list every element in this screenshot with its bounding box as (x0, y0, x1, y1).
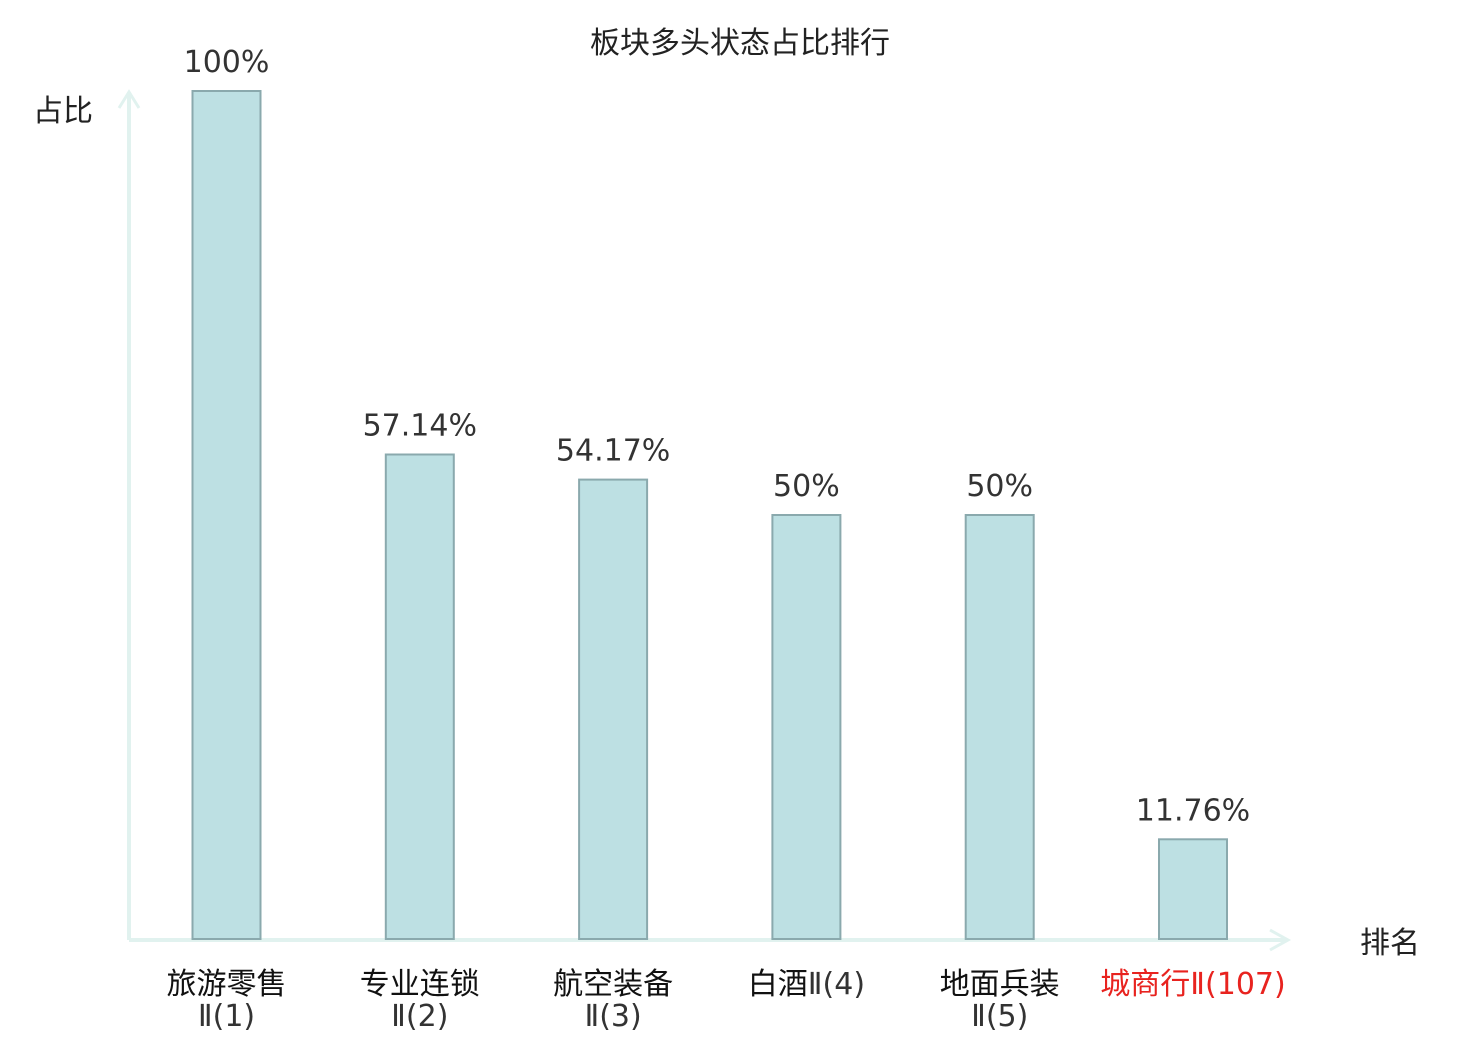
category-suffix-5: Ⅱ(5) (971, 999, 1028, 1034)
bar-5 (964, 514, 1035, 940)
bar-2 (384, 453, 455, 940)
value-label-2: 57.14% (363, 409, 477, 444)
labels-layer: 100% 57.14% 54.17% 50% 50% 11.76% (184, 45, 1251, 828)
value-label-1: 100% (184, 45, 270, 80)
value-label-6: 11.76% (1136, 793, 1250, 828)
bar-6 (1158, 838, 1228, 940)
value-label-5: 50% (966, 469, 1033, 504)
category-name-5: 地面兵装 (940, 967, 1060, 1002)
svg-text:白酒Ⅱ(4): 白酒Ⅱ(4) (748, 967, 865, 1002)
category-suffix-1: Ⅱ(1) (198, 999, 255, 1034)
category-name-4: 白酒 (748, 967, 808, 1002)
bars-layer (191, 90, 1228, 940)
category-suffix-4: Ⅱ(4) (808, 967, 865, 1002)
value-label-4: 50% (773, 469, 840, 504)
x-axis-label: 排名 (1360, 926, 1420, 961)
category-name-1: 旅游零售 (167, 967, 287, 1002)
category-label-6: 城商行Ⅱ(107) (1100, 967, 1285, 1002)
svg-text:城商行Ⅱ(107): 城商行Ⅱ(107) (1100, 967, 1285, 1002)
category-label-4: 白酒Ⅱ(4) (748, 967, 865, 1002)
chart-title: 板块多头状态占比排行 (590, 26, 890, 61)
x-axis-arrow (1269, 928, 1292, 952)
category-name-6: 城商行 (1100, 967, 1190, 1002)
category-suffix-3: Ⅱ(3) (584, 999, 641, 1034)
bar-1 (191, 90, 262, 940)
category-suffix-6: Ⅱ(107) (1190, 967, 1285, 1002)
category-name-2: 专业连锁 (360, 967, 480, 1002)
category-name-3: 航空装备 (553, 967, 673, 1002)
y-axis-arrow (117, 89, 141, 109)
bar-4 (771, 514, 842, 940)
bar-3 (578, 478, 649, 940)
value-label-3: 54.17% (556, 434, 670, 469)
y-axis-label: 占比 (33, 94, 93, 129)
category-suffix-2: Ⅱ(2) (391, 999, 448, 1034)
